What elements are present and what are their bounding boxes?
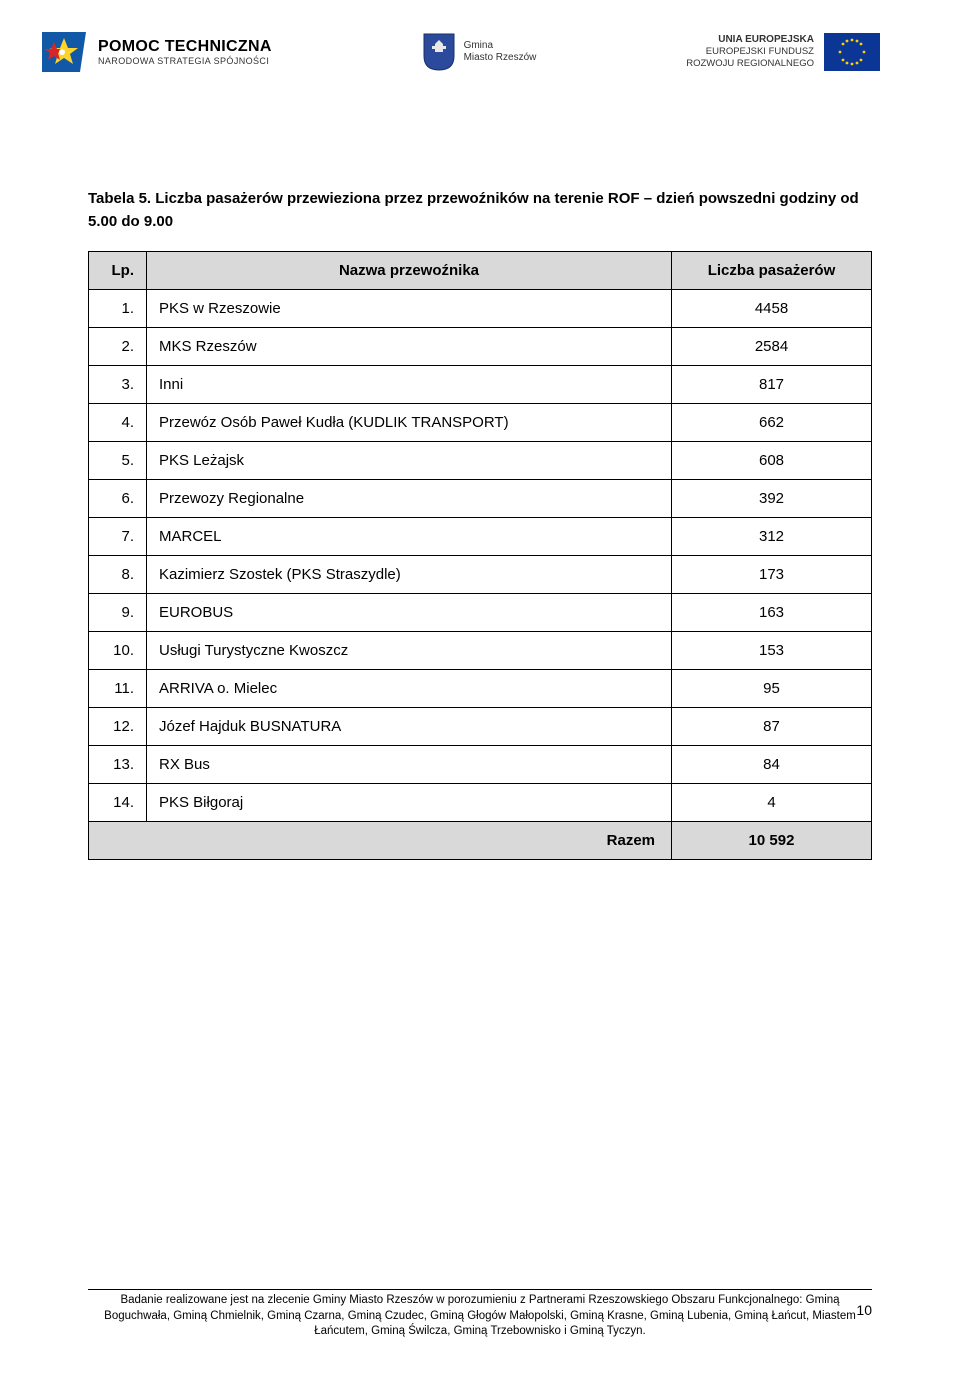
cell-count: 662 [672,404,872,442]
cell-count: 392 [672,480,872,518]
cell-name: Przewóz Osób Paweł Kudła (KUDLIK TRANSPO… [147,404,672,442]
gmina-line2: Miasto Rzeszów [464,52,537,64]
logo-eu: UNIA EUROPEJSKA EUROPEJSKI FUNDUSZ ROZWO… [686,33,880,71]
cell-count: 817 [672,366,872,404]
cell-count: 153 [672,632,872,670]
table-row: 12.Józef Hajduk BUSNATURA87 [89,708,872,746]
cell-name: PKS Leżajsk [147,442,672,480]
cell-lp: 10. [89,632,147,670]
cell-lp: 14. [89,784,147,822]
gmina-line1: Gmina [464,40,537,52]
page-header: POMOC TECHNICZNA NARODOWA STRATEGIA SPÓJ… [0,0,960,88]
pt-subtitle: NARODOWA STRATEGIA SPÓJNOŚCI [98,56,272,66]
cell-count: 608 [672,442,872,480]
cell-name: PKS w Rzeszowie [147,290,672,328]
rzeszow-crest-icon [422,32,456,72]
cell-count: 87 [672,708,872,746]
cell-lp: 7. [89,518,147,556]
total-value: 10 592 [672,822,872,860]
cell-name: EUROBUS [147,594,672,632]
table-row: 10.Usługi Turystyczne Kwoszcz153 [89,632,872,670]
eu-line1: UNIA EUROPEJSKA [686,34,814,47]
logo-gmina-rzeszow: Gmina Miasto Rzeszów [422,32,537,72]
table-row: 6.Przewozy Regionalne392 [89,480,872,518]
eu-line2: EUROPEJSKI FUNDUSZ [686,46,814,58]
cell-name: Józef Hajduk BUSNATURA [147,708,672,746]
cell-name: PKS Biłgoraj [147,784,672,822]
cell-lp: 1. [89,290,147,328]
cell-lp: 12. [89,708,147,746]
cell-count: 173 [672,556,872,594]
cell-count: 4458 [672,290,872,328]
table-row: 7.MARCEL312 [89,518,872,556]
eu-flag-icon [824,33,880,71]
cell-lp: 5. [89,442,147,480]
cell-name: MKS Rzeszów [147,328,672,366]
cell-count: 95 [672,670,872,708]
table-row: 5.PKS Leżajsk608 [89,442,872,480]
logo-pomoc-techniczna: POMOC TECHNICZNA NARODOWA STRATEGIA SPÓJ… [40,28,272,76]
cell-lp: 3. [89,366,147,404]
page-footer: Badanie realizowane jest na zlecenie Gmi… [88,1289,872,1340]
table-row: 4.Przewóz Osób Paweł Kudła (KUDLIK TRANS… [89,404,872,442]
table-total-row: Razem10 592 [89,822,872,860]
col-header-name: Nazwa przewoźnika [147,252,672,290]
pt-title: POMOC TECHNICZNA [98,38,272,56]
table-row: 2.MKS Rzeszów2584 [89,328,872,366]
cell-name: Przewozy Regionalne [147,480,672,518]
cell-count: 4 [672,784,872,822]
cell-lp: 9. [89,594,147,632]
cell-count: 84 [672,746,872,784]
pt-star-icon [40,28,88,76]
cell-name: Usługi Turystyczne Kwoszcz [147,632,672,670]
total-label: Razem [89,822,672,860]
eu-line3: ROZWOJU REGIONALNEGO [686,58,814,70]
col-header-lp: Lp. [89,252,147,290]
cell-count: 2584 [672,328,872,366]
cell-count: 163 [672,594,872,632]
table-row: 1.PKS w Rzeszowie4458 [89,290,872,328]
table-title: Tabela 5. Liczba pasażerów przewieziona … [88,188,872,233]
table-row: 14.PKS Biłgoraj4 [89,784,872,822]
page-content: Tabela 5. Liczba pasażerów przewieziona … [0,88,960,860]
table-row: 8.Kazimierz Szostek (PKS Straszydle)173 [89,556,872,594]
cell-lp: 6. [89,480,147,518]
cell-name: Inni [147,366,672,404]
table-row: 13.RX Bus84 [89,746,872,784]
cell-lp: 2. [89,328,147,366]
table-header-row: Lp. Nazwa przewoźnika Liczba pasażerów [89,252,872,290]
cell-count: 312 [672,518,872,556]
cell-name: ARRIVA o. Mielec [147,670,672,708]
col-header-count: Liczba pasażerów [672,252,872,290]
cell-lp: 13. [89,746,147,784]
cell-name: Kazimierz Szostek (PKS Straszydle) [147,556,672,594]
table-row: 11.ARRIVA o. Mielec95 [89,670,872,708]
table-row: 9.EUROBUS163 [89,594,872,632]
passengers-table: Lp. Nazwa przewoźnika Liczba pasażerów 1… [88,251,872,860]
cell-name: RX Bus [147,746,672,784]
table-row: 3.Inni817 [89,366,872,404]
cell-name: MARCEL [147,518,672,556]
cell-lp: 8. [89,556,147,594]
cell-lp: 11. [89,670,147,708]
cell-lp: 4. [89,404,147,442]
